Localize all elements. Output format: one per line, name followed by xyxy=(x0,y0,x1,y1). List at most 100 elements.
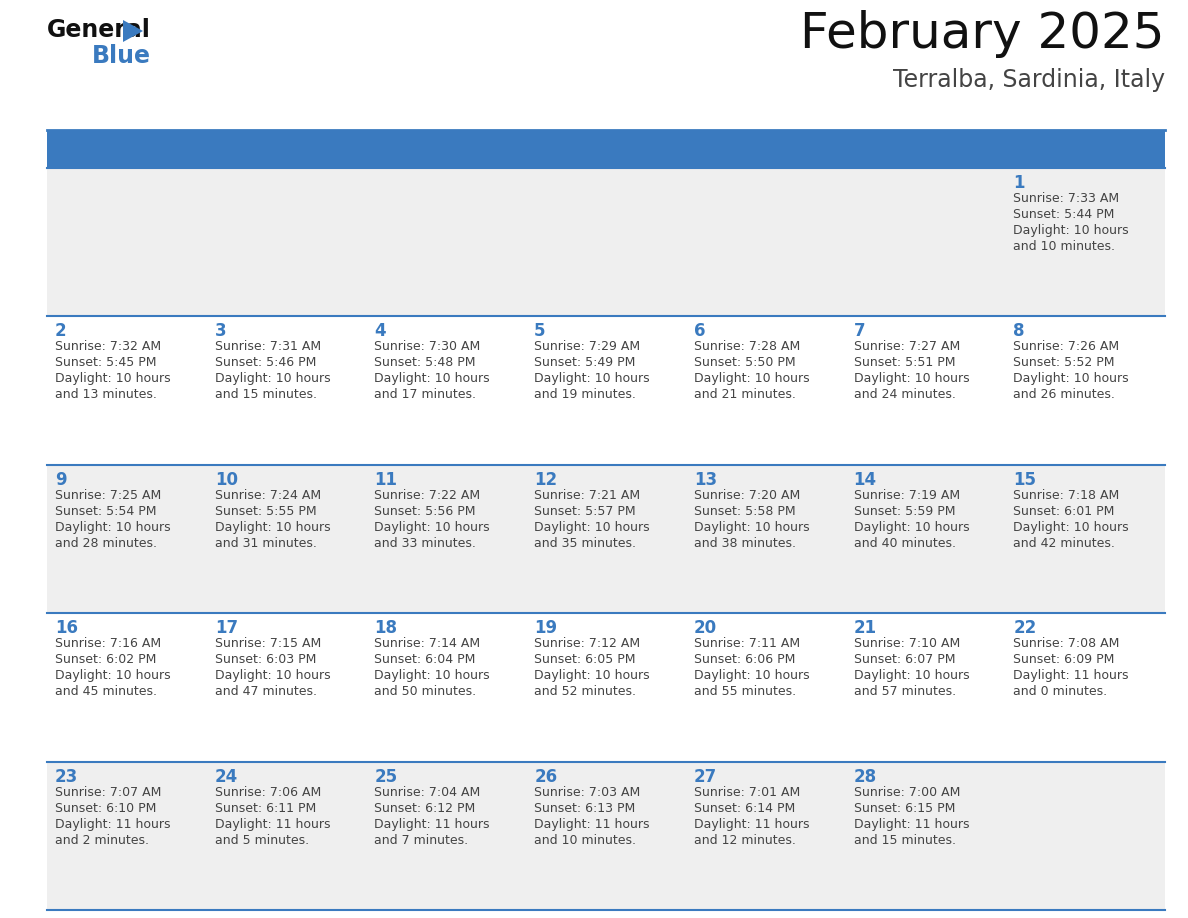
Text: Sunrise: 7:29 AM: Sunrise: 7:29 AM xyxy=(535,341,640,353)
Text: Daylight: 10 hours: Daylight: 10 hours xyxy=(215,373,330,386)
Text: 14: 14 xyxy=(853,471,877,488)
Text: and 17 minutes.: and 17 minutes. xyxy=(374,388,476,401)
Text: Sunset: 6:01 PM: Sunset: 6:01 PM xyxy=(1013,505,1114,518)
Text: Sunrise: 7:18 AM: Sunrise: 7:18 AM xyxy=(1013,488,1119,502)
Text: Daylight: 10 hours: Daylight: 10 hours xyxy=(55,669,171,682)
Text: 15: 15 xyxy=(1013,471,1036,488)
Text: Daylight: 10 hours: Daylight: 10 hours xyxy=(853,373,969,386)
Text: and 12 minutes.: and 12 minutes. xyxy=(694,834,796,846)
Text: Sunset: 5:51 PM: Sunset: 5:51 PM xyxy=(853,356,955,369)
Text: Sunset: 5:54 PM: Sunset: 5:54 PM xyxy=(55,505,157,518)
Text: Sunrise: 7:19 AM: Sunrise: 7:19 AM xyxy=(853,488,960,502)
Text: 26: 26 xyxy=(535,767,557,786)
Text: Sunrise: 7:24 AM: Sunrise: 7:24 AM xyxy=(215,488,321,502)
Text: 12: 12 xyxy=(535,471,557,488)
Text: and 47 minutes.: and 47 minutes. xyxy=(215,685,317,699)
Text: and 2 minutes.: and 2 minutes. xyxy=(55,834,148,846)
Text: and 15 minutes.: and 15 minutes. xyxy=(853,834,955,846)
Text: Daylight: 10 hours: Daylight: 10 hours xyxy=(55,521,171,533)
Text: Sunset: 5:44 PM: Sunset: 5:44 PM xyxy=(1013,208,1114,221)
Text: 23: 23 xyxy=(55,767,78,786)
Text: Daylight: 10 hours: Daylight: 10 hours xyxy=(1013,373,1129,386)
Text: Daylight: 10 hours: Daylight: 10 hours xyxy=(694,373,809,386)
Text: and 50 minutes.: and 50 minutes. xyxy=(374,685,476,699)
Text: 27: 27 xyxy=(694,767,718,786)
Text: Sunset: 6:10 PM: Sunset: 6:10 PM xyxy=(55,801,157,814)
Text: Daylight: 10 hours: Daylight: 10 hours xyxy=(55,373,171,386)
Text: Sunset: 6:11 PM: Sunset: 6:11 PM xyxy=(215,801,316,814)
Text: 4: 4 xyxy=(374,322,386,341)
Text: Sunset: 6:12 PM: Sunset: 6:12 PM xyxy=(374,801,475,814)
Text: Daylight: 10 hours: Daylight: 10 hours xyxy=(215,521,330,533)
Text: Daylight: 11 hours: Daylight: 11 hours xyxy=(215,818,330,831)
Text: and 35 minutes.: and 35 minutes. xyxy=(535,537,636,550)
Text: Sunset: 5:50 PM: Sunset: 5:50 PM xyxy=(694,356,796,369)
Text: Sunrise: 7:15 AM: Sunrise: 7:15 AM xyxy=(215,637,321,650)
Text: Daylight: 10 hours: Daylight: 10 hours xyxy=(694,521,809,533)
Text: 5: 5 xyxy=(535,322,545,341)
Text: and 0 minutes.: and 0 minutes. xyxy=(1013,685,1107,699)
Text: 9: 9 xyxy=(55,471,67,488)
Text: 28: 28 xyxy=(853,767,877,786)
Text: Daylight: 10 hours: Daylight: 10 hours xyxy=(853,521,969,533)
Text: and 15 minutes.: and 15 minutes. xyxy=(215,388,317,401)
Text: 6: 6 xyxy=(694,322,706,341)
Text: 17: 17 xyxy=(215,620,238,637)
Text: Sunrise: 7:00 AM: Sunrise: 7:00 AM xyxy=(853,786,960,799)
Text: and 13 minutes.: and 13 minutes. xyxy=(55,388,157,401)
Text: Sunset: 6:15 PM: Sunset: 6:15 PM xyxy=(853,801,955,814)
Text: Sunrise: 7:31 AM: Sunrise: 7:31 AM xyxy=(215,341,321,353)
Text: Daylight: 10 hours: Daylight: 10 hours xyxy=(1013,521,1129,533)
Text: Sunrise: 7:32 AM: Sunrise: 7:32 AM xyxy=(55,341,162,353)
Text: 19: 19 xyxy=(535,620,557,637)
Text: Sunrise: 7:28 AM: Sunrise: 7:28 AM xyxy=(694,341,800,353)
Text: Sunset: 5:52 PM: Sunset: 5:52 PM xyxy=(1013,356,1114,369)
Text: and 24 minutes.: and 24 minutes. xyxy=(853,388,955,401)
Text: Blue: Blue xyxy=(91,44,151,68)
Text: and 52 minutes.: and 52 minutes. xyxy=(535,685,636,699)
Text: Daylight: 11 hours: Daylight: 11 hours xyxy=(853,818,969,831)
Text: Sunset: 5:45 PM: Sunset: 5:45 PM xyxy=(55,356,157,369)
Text: 21: 21 xyxy=(853,620,877,637)
Text: Daylight: 11 hours: Daylight: 11 hours xyxy=(694,818,809,831)
Text: Friday: Friday xyxy=(895,141,956,159)
Bar xyxy=(48,317,1165,465)
Text: 16: 16 xyxy=(55,620,78,637)
Text: Sunrise: 7:03 AM: Sunrise: 7:03 AM xyxy=(535,786,640,799)
Text: Sunday: Sunday xyxy=(89,141,164,159)
Text: 7: 7 xyxy=(853,322,865,341)
Text: Sunset: 6:04 PM: Sunset: 6:04 PM xyxy=(374,654,476,666)
Text: Sunrise: 7:08 AM: Sunrise: 7:08 AM xyxy=(1013,637,1119,650)
Text: Sunset: 5:48 PM: Sunset: 5:48 PM xyxy=(374,356,476,369)
Text: 1: 1 xyxy=(1013,174,1025,192)
Text: Sunset: 5:56 PM: Sunset: 5:56 PM xyxy=(374,505,476,518)
Text: and 19 minutes.: and 19 minutes. xyxy=(535,388,636,401)
Text: Sunrise: 7:04 AM: Sunrise: 7:04 AM xyxy=(374,786,481,799)
Text: and 21 minutes.: and 21 minutes. xyxy=(694,388,796,401)
Text: Daylight: 11 hours: Daylight: 11 hours xyxy=(55,818,171,831)
Text: and 40 minutes.: and 40 minutes. xyxy=(853,537,955,550)
Text: Sunrise: 7:10 AM: Sunrise: 7:10 AM xyxy=(853,637,960,650)
Text: Daylight: 10 hours: Daylight: 10 hours xyxy=(535,521,650,533)
Text: and 10 minutes.: and 10 minutes. xyxy=(1013,240,1116,253)
Text: and 45 minutes.: and 45 minutes. xyxy=(55,685,157,699)
Text: Sunset: 5:58 PM: Sunset: 5:58 PM xyxy=(694,505,796,518)
Text: Sunrise: 7:30 AM: Sunrise: 7:30 AM xyxy=(374,341,481,353)
Text: Sunrise: 7:11 AM: Sunrise: 7:11 AM xyxy=(694,637,800,650)
Text: and 7 minutes.: and 7 minutes. xyxy=(374,834,468,846)
Text: 25: 25 xyxy=(374,767,398,786)
Text: Daylight: 10 hours: Daylight: 10 hours xyxy=(374,521,491,533)
Text: Tuesday: Tuesday xyxy=(405,141,487,159)
Text: Sunset: 6:06 PM: Sunset: 6:06 PM xyxy=(694,654,795,666)
Text: Daylight: 11 hours: Daylight: 11 hours xyxy=(374,818,489,831)
Text: Sunrise: 7:21 AM: Sunrise: 7:21 AM xyxy=(535,488,640,502)
Polygon shape xyxy=(124,20,143,42)
Text: and 5 minutes.: and 5 minutes. xyxy=(215,834,309,846)
Text: Sunrise: 7:16 AM: Sunrise: 7:16 AM xyxy=(55,637,162,650)
Text: Daylight: 10 hours: Daylight: 10 hours xyxy=(694,669,809,682)
Text: Sunset: 6:07 PM: Sunset: 6:07 PM xyxy=(853,654,955,666)
Text: Daylight: 11 hours: Daylight: 11 hours xyxy=(1013,669,1129,682)
Text: Sunrise: 7:25 AM: Sunrise: 7:25 AM xyxy=(55,488,162,502)
Text: Sunset: 6:02 PM: Sunset: 6:02 PM xyxy=(55,654,157,666)
Text: Daylight: 10 hours: Daylight: 10 hours xyxy=(535,373,650,386)
